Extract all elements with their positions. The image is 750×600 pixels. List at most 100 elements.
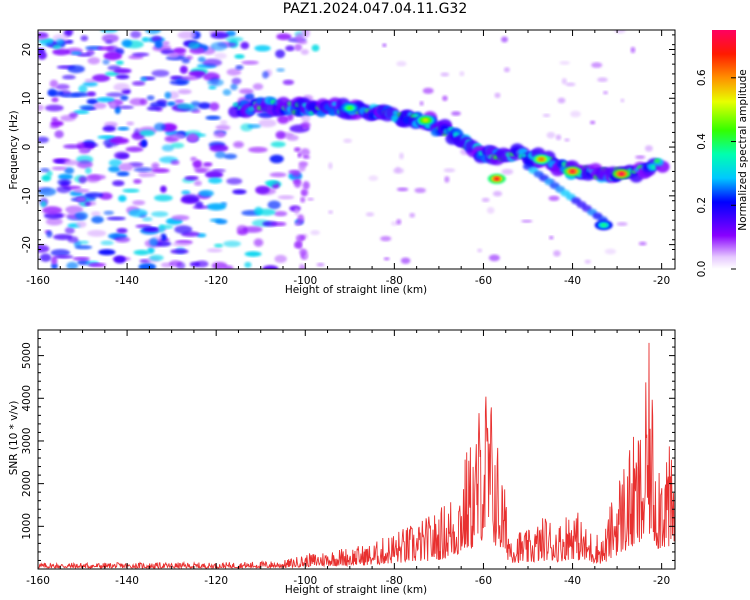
heatmap-cell	[146, 95, 155, 101]
heatmap-cell	[392, 110, 399, 115]
heatmap-cell	[105, 92, 125, 97]
heatmap-cell	[209, 102, 220, 111]
heatmap-cell	[109, 101, 117, 109]
heatmap-cell	[84, 78, 96, 83]
y-tick-label: 5000	[21, 342, 33, 369]
heatmap-cell	[86, 91, 96, 97]
heatmap-cell	[195, 201, 204, 208]
x-tick-label: -140	[115, 275, 139, 287]
heatmap-cell	[133, 179, 142, 184]
heatmap-cell	[274, 211, 288, 217]
heatmap-cell	[264, 180, 279, 186]
heatmap-cell	[276, 68, 285, 72]
heatmap-cell	[247, 124, 261, 129]
x-tick-label: -60	[475, 575, 492, 587]
heatmap-peak	[538, 157, 545, 162]
heatmap-cell	[380, 236, 392, 242]
heatmap-cell	[166, 101, 176, 107]
heatmap-cell	[55, 83, 70, 90]
heatmap-cell	[197, 56, 206, 63]
heatmap-cell	[61, 160, 80, 166]
heatmap-cell	[564, 138, 570, 142]
heatmap-cell	[130, 30, 142, 39]
heatmap-cell	[235, 65, 244, 70]
heatmap-cell	[644, 145, 653, 152]
heatmap-cell	[262, 265, 279, 269]
heatmap-cell	[146, 106, 162, 111]
heatmap-cell	[74, 245, 93, 250]
heatmap-cell	[295, 240, 303, 249]
heatmap-cell	[481, 197, 490, 203]
heatmap-cell	[85, 167, 92, 174]
heatmap-cell	[443, 168, 456, 173]
heatmap-cell	[115, 60, 124, 65]
heatmap-cell	[151, 162, 160, 170]
heatmap-cell	[616, 222, 628, 226]
heatmap-cell	[223, 153, 237, 160]
heatmap-cell	[488, 254, 500, 262]
y-tick-label: 2000	[21, 470, 33, 497]
heatmap-cell	[316, 262, 325, 267]
heatmap-cell	[242, 226, 263, 233]
heatmap-cell	[106, 216, 126, 221]
heatmap-cell	[368, 175, 379, 181]
heatmap-cell	[638, 241, 647, 246]
heatmap-cell	[114, 236, 131, 243]
heatmap-cell	[133, 167, 153, 172]
heatmap-cell	[51, 262, 58, 269]
heatmap-cell	[300, 121, 311, 129]
y-tick-label: 1000	[21, 513, 33, 540]
heatmap-cell	[76, 221, 87, 228]
heatmap-cell	[133, 249, 150, 256]
heatmap-cell	[38, 48, 45, 54]
heatmap-cell	[331, 101, 338, 107]
heatmap-cell	[181, 57, 191, 64]
heatmap-cell	[299, 235, 305, 240]
heatmap-cell	[239, 88, 254, 95]
heatmap-cell	[84, 201, 91, 206]
heatmap-cell	[328, 210, 333, 214]
heatmap-cell	[151, 168, 170, 173]
heatmap-cell	[167, 52, 180, 59]
spectrogram-axes: -160 -140 -120 -100 -80 -60 -40 -20 20 10 0 -10 -20	[21, 30, 675, 287]
colorbar-tick-label: 0.6	[696, 69, 708, 86]
heatmap-cell	[113, 83, 130, 92]
snr-axes: -160 -140 -120 -100 -80 -60 -40 -20 1000 2000 3000…	[21, 330, 675, 587]
y-tick-label: 0	[21, 144, 33, 151]
y-tick-label: 3000	[21, 428, 33, 455]
heatmap-cell	[542, 113, 551, 118]
heatmap-peak	[618, 172, 625, 176]
heatmap-cell	[297, 152, 302, 158]
heatmap-cell	[269, 172, 287, 178]
heatmap-cell	[202, 58, 222, 67]
heatmap-cell	[42, 206, 63, 215]
spectrogram-heatmap	[38, 30, 670, 269]
heatmap-cell	[271, 221, 287, 227]
heatmap-cell	[409, 212, 416, 218]
chart-title: PAZ1.2024.047.04.11.G32	[282, 1, 468, 17]
heatmap-cell	[234, 54, 245, 59]
heatmap-cell	[38, 244, 50, 253]
heatmap-cell	[181, 190, 191, 195]
heatmap-cell	[214, 52, 227, 60]
heatmap-cell	[80, 35, 89, 42]
heatmap-cell	[169, 79, 188, 86]
heatmap-cell	[187, 133, 199, 143]
heatmap-cell	[302, 181, 310, 190]
heatmap-cell	[393, 167, 404, 174]
snr-y-label: SNR (10 * v/v)	[8, 401, 20, 476]
heatmap-cell	[54, 159, 66, 164]
heatmap-cell	[87, 262, 106, 267]
snr-series-line	[38, 342, 675, 569]
heatmap-cell	[141, 37, 150, 43]
heatmap-cell	[180, 76, 199, 81]
heatmap-cell	[171, 242, 191, 247]
colorbar-tick-label: 0.0	[696, 261, 708, 278]
heatmap-cell	[104, 71, 120, 77]
heatmap-cell	[179, 65, 188, 74]
heatmap-cell	[589, 120, 596, 125]
heatmap-cell	[414, 187, 427, 193]
heatmap-cell	[140, 139, 148, 148]
heatmap-cell	[120, 95, 129, 101]
heatmap-cell	[94, 102, 107, 109]
